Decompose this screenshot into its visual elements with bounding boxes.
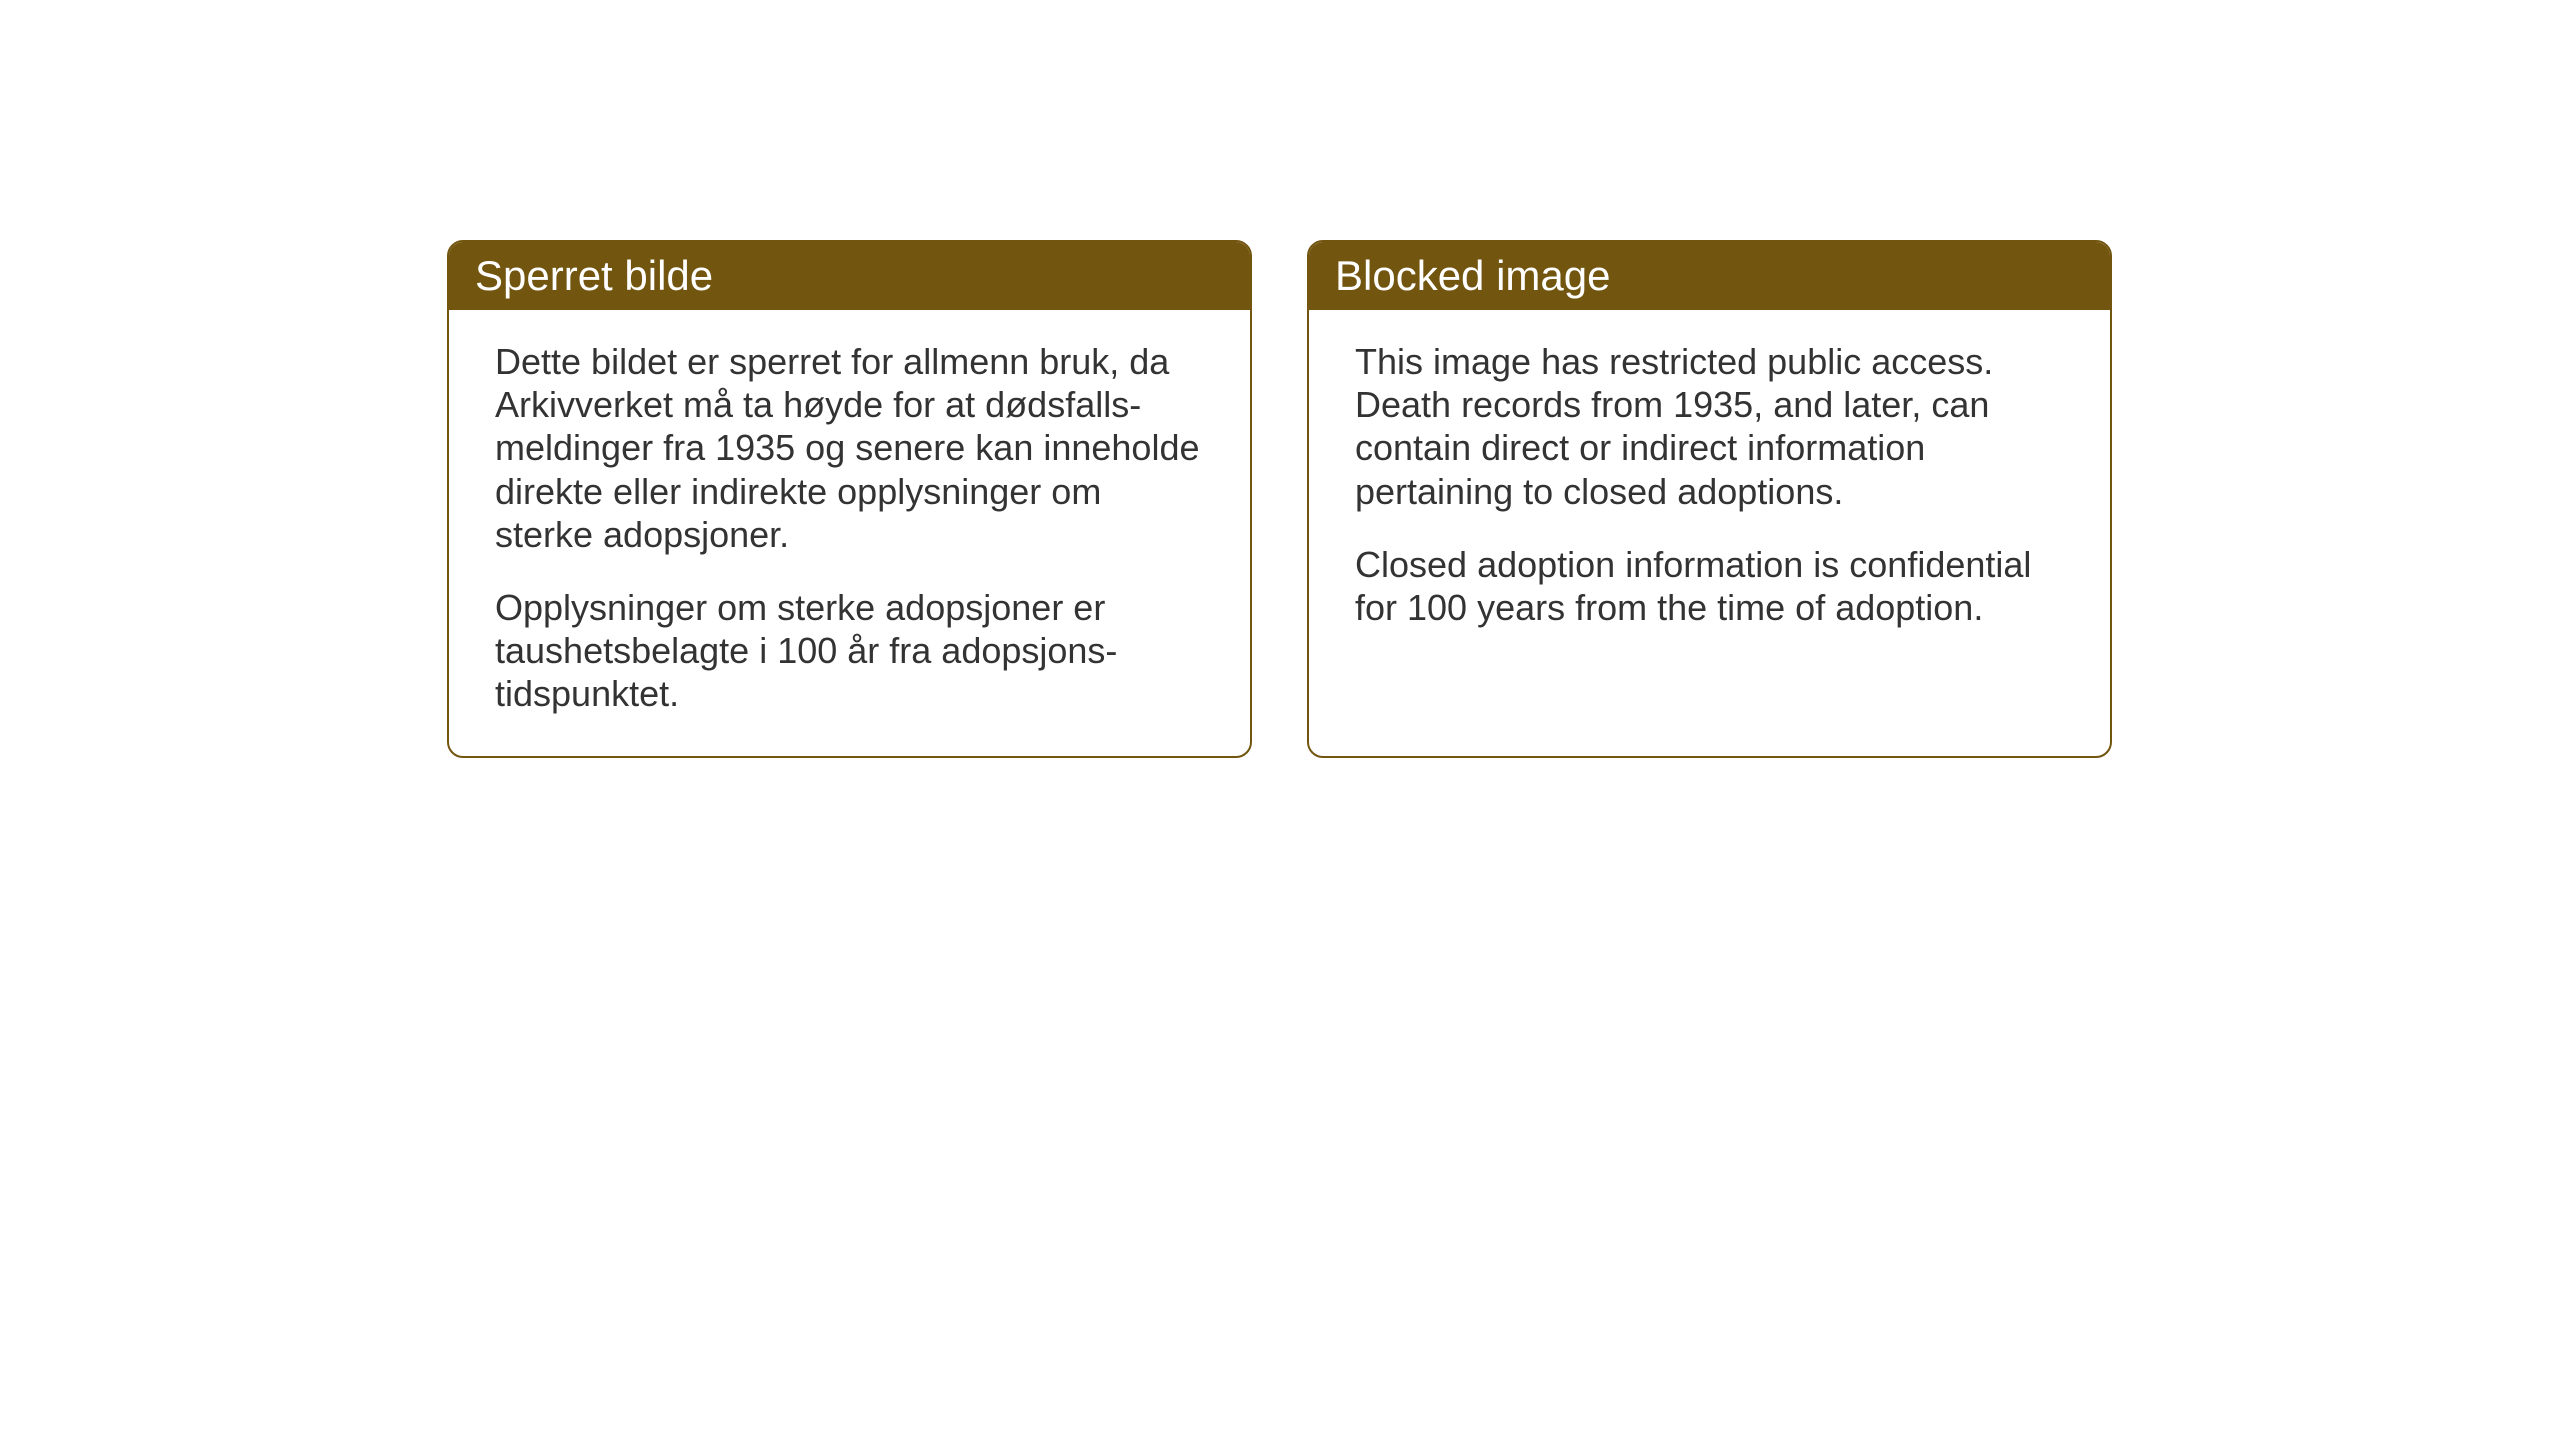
norwegian-notice-card: Sperret bilde Dette bildet er sperret fo… [447, 240, 1252, 758]
english-card-header: Blocked image [1309, 242, 2110, 310]
norwegian-card-title: Sperret bilde [475, 252, 713, 299]
norwegian-paragraph-2: Opplysninger om sterke adopsjoner er tau… [495, 586, 1204, 716]
norwegian-card-header: Sperret bilde [449, 242, 1250, 310]
english-paragraph-2: Closed adoption information is confident… [1355, 543, 2064, 629]
notice-container: Sperret bilde Dette bildet er sperret fo… [447, 240, 2112, 758]
english-card-body: This image has restricted public access.… [1309, 310, 2110, 669]
norwegian-card-body: Dette bildet er sperret for allmenn bruk… [449, 310, 1250, 756]
norwegian-paragraph-1: Dette bildet er sperret for allmenn bruk… [495, 340, 1204, 556]
english-paragraph-1: This image has restricted public access.… [1355, 340, 2064, 513]
english-notice-card: Blocked image This image has restricted … [1307, 240, 2112, 758]
english-card-title: Blocked image [1335, 252, 1610, 299]
